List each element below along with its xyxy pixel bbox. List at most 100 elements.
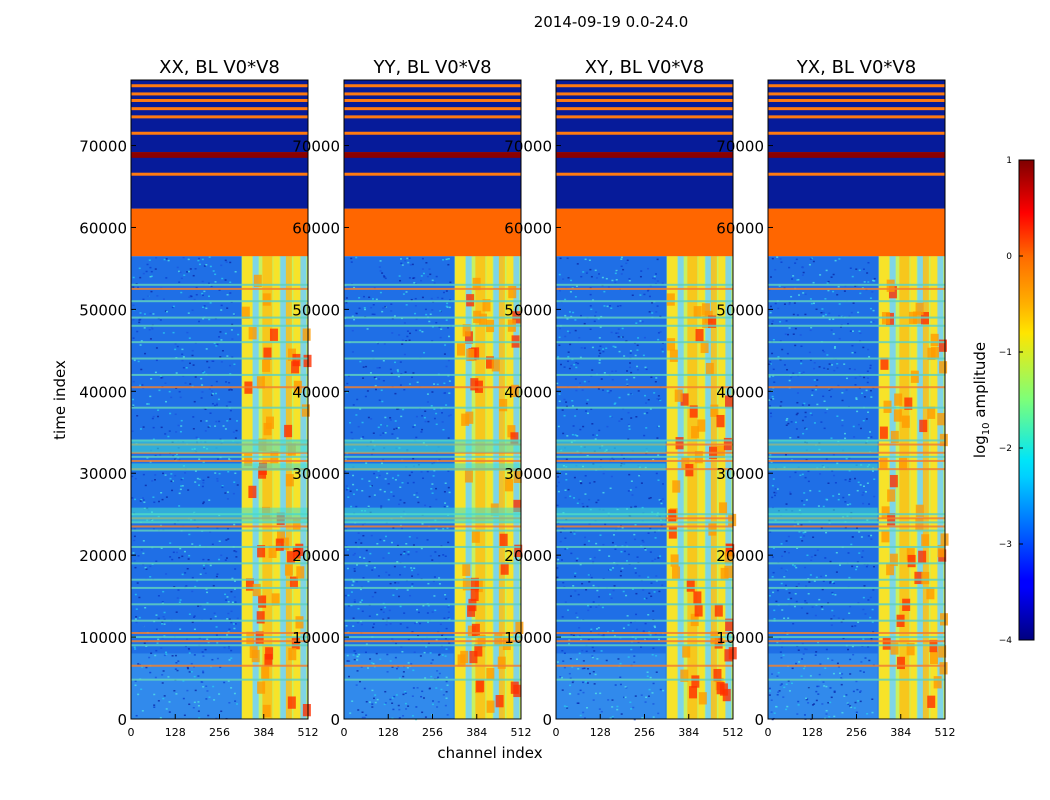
heatmap-bright-column — [455, 256, 466, 719]
heatmap-broad-band — [344, 440, 521, 453]
heatmap-band-line — [556, 357, 733, 360]
x-tick-label: 0 — [128, 726, 135, 739]
colorbar-tick-label: 0 — [1006, 252, 1012, 262]
heatmap-band-line — [556, 603, 733, 606]
heatmap-broad-band — [131, 507, 308, 523]
heatmap-hot-blob — [906, 643, 915, 656]
heatmap-band-line — [768, 640, 945, 643]
heatmap-band-line — [768, 562, 945, 565]
panel-title: YX, BL V0*V8 — [796, 57, 916, 78]
heatmap-hot-blob — [513, 470, 522, 483]
heatmap-band-line — [344, 529, 521, 532]
heatmap-bright-column — [937, 256, 944, 719]
heatmap-band-line — [344, 521, 521, 524]
y-tick-label: 50000 — [504, 301, 552, 319]
x-tick-label: 128 — [165, 726, 186, 739]
heatmap-band-line — [556, 341, 733, 344]
heatmap-hot-blob — [258, 595, 267, 608]
heatmap-hot-blob — [938, 339, 947, 352]
heatmap-hot-blob — [474, 644, 483, 657]
heatmap-hot-blob — [486, 667, 495, 681]
heatmap-band-line — [344, 316, 521, 319]
heatmap-hot-blob — [502, 637, 511, 651]
heatmap-hot-blob — [253, 274, 262, 288]
heatmap-hot-blob — [263, 422, 272, 436]
heatmap-hot-blob — [710, 404, 719, 417]
heatmap-band-line — [131, 300, 308, 303]
heatmap-hot-blob — [879, 426, 888, 439]
heatmap-hot-blob — [722, 688, 731, 702]
heatmap-hot-blob — [714, 636, 723, 649]
y-tick-label: 70000 — [504, 138, 552, 156]
heatmap-lower-texture — [768, 653, 878, 719]
heatmap-band-line — [131, 603, 308, 606]
heatmap-bright-column — [889, 256, 896, 719]
x-tick-label: 512 — [511, 726, 532, 739]
heatmap-band-line — [556, 316, 733, 319]
heatmap-top-line — [556, 172, 733, 176]
y-tick-label: 70000 — [716, 138, 764, 156]
y-tick-label: 10000 — [79, 629, 127, 647]
colorbar-label-sub: 10 — [981, 422, 992, 435]
heatmap-band-line — [556, 562, 733, 565]
heatmap-top-line — [131, 172, 308, 176]
heatmap-band-line — [131, 316, 308, 319]
heatmap-top-line — [556, 131, 733, 135]
heatmap-hot-blob — [689, 405, 698, 418]
heatmap-lower-texture — [344, 653, 454, 719]
heatmap-hot-blob — [462, 578, 471, 591]
heatmap-hot-blob — [478, 313, 487, 326]
heatmap-band-line — [344, 644, 521, 647]
heatmap-hot-blob — [485, 356, 494, 369]
heatmap-hot-blob — [681, 457, 690, 470]
heatmap-bright-column — [493, 256, 504, 719]
heatmap-hot-blob — [276, 530, 285, 543]
heatmap-band-line — [768, 300, 945, 303]
heatmap-hot-blob — [919, 419, 928, 433]
x-tick-label: 128 — [378, 726, 399, 739]
heatmap-hot-blob — [724, 649, 733, 662]
heatmap-band-line — [556, 644, 733, 647]
panel-title: XY, BL V0*V8 — [585, 57, 704, 78]
heatmap-band-line — [131, 664, 308, 667]
heatmap-top-line — [768, 107, 945, 111]
y-tick-label: 0 — [117, 711, 127, 729]
heatmap-band-line — [131, 636, 308, 639]
heatmap-lower-texture — [556, 653, 666, 719]
heatmap-hot-blob — [271, 593, 280, 606]
heatmap-hot-blob — [515, 621, 524, 635]
y-tick-label: 60000 — [504, 219, 552, 237]
x-tick-label: 384 — [678, 726, 699, 739]
x-tick-label: 0 — [341, 726, 348, 739]
y-tick-label: 20000 — [292, 547, 340, 565]
heatmap-hot-blob — [263, 347, 272, 360]
heatmap-top-line — [344, 92, 521, 96]
heatmap-hot-blob — [691, 675, 700, 688]
heatmap-hot-blob — [508, 285, 517, 299]
heatmap-top-line — [131, 107, 308, 111]
x-tick-label: 128 — [590, 726, 611, 739]
heatmap-band-line — [344, 373, 521, 376]
x-tick-label: 512 — [298, 726, 319, 739]
x-tick-label: 128 — [802, 726, 823, 739]
heatmap-band-line — [131, 529, 308, 532]
heatmap-hot-blob — [514, 544, 523, 557]
heatmap-hot-blob — [269, 328, 278, 341]
heatmap-hot-blob — [504, 479, 513, 492]
heatmap-panel-2: YY, BL V0*V8 0 128 256 384 512 0 10000 20000 3000… — [292, 57, 542, 762]
heatmap-hot-blob — [725, 618, 734, 631]
heatmap-hot-blob — [500, 562, 509, 575]
colorbar-tick-label: 1 — [1006, 156, 1012, 166]
heatmap-hot-blob — [691, 426, 700, 439]
heatmap-hot-blob — [268, 545, 277, 558]
heatmap-hot-blob — [907, 554, 916, 568]
heatmap-hot-blob — [295, 543, 304, 557]
y-tick-label: 30000 — [504, 465, 552, 483]
heatmap-hot-blob — [510, 432, 519, 445]
heatmap-band-line — [556, 521, 733, 524]
heatmap-band-line — [131, 521, 308, 524]
heatmap-hot-blob — [248, 485, 257, 499]
colorbar-label-rest: amplitude — [971, 342, 989, 423]
heatmap-hot-blob — [698, 692, 707, 705]
